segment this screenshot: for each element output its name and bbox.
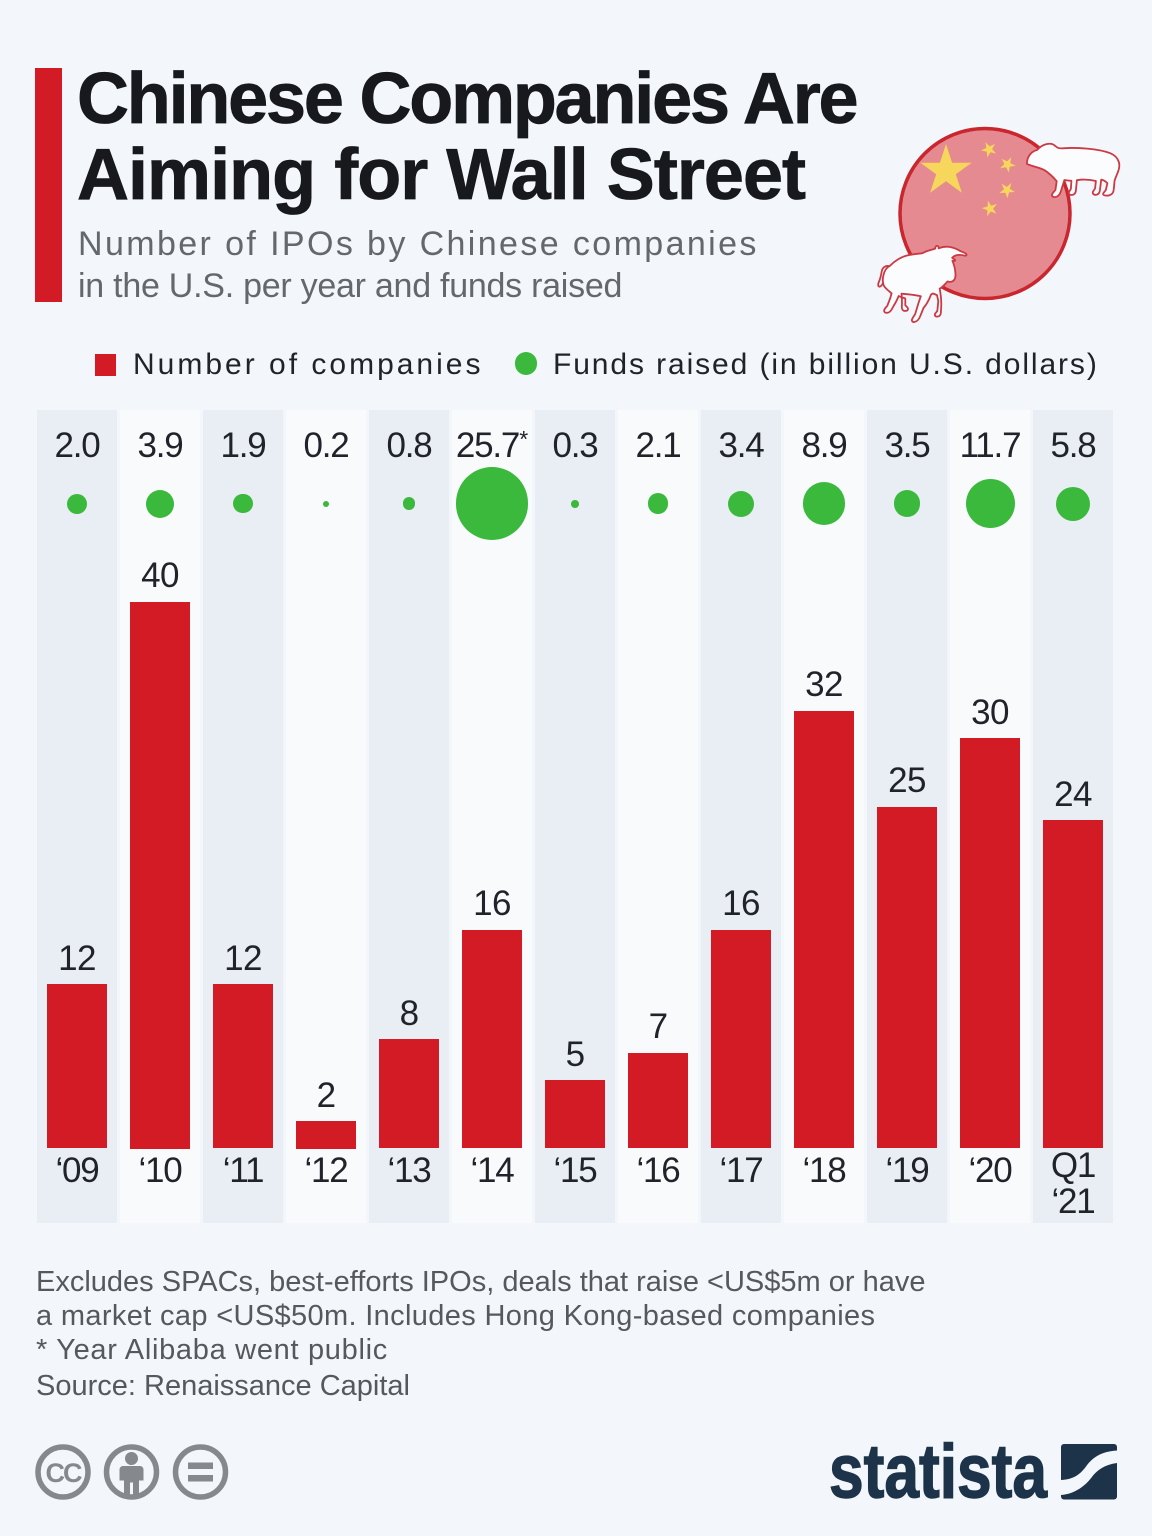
svg-text:statista: statista — [829, 1430, 1048, 1510]
svg-text:CC: CC — [46, 1458, 82, 1488]
